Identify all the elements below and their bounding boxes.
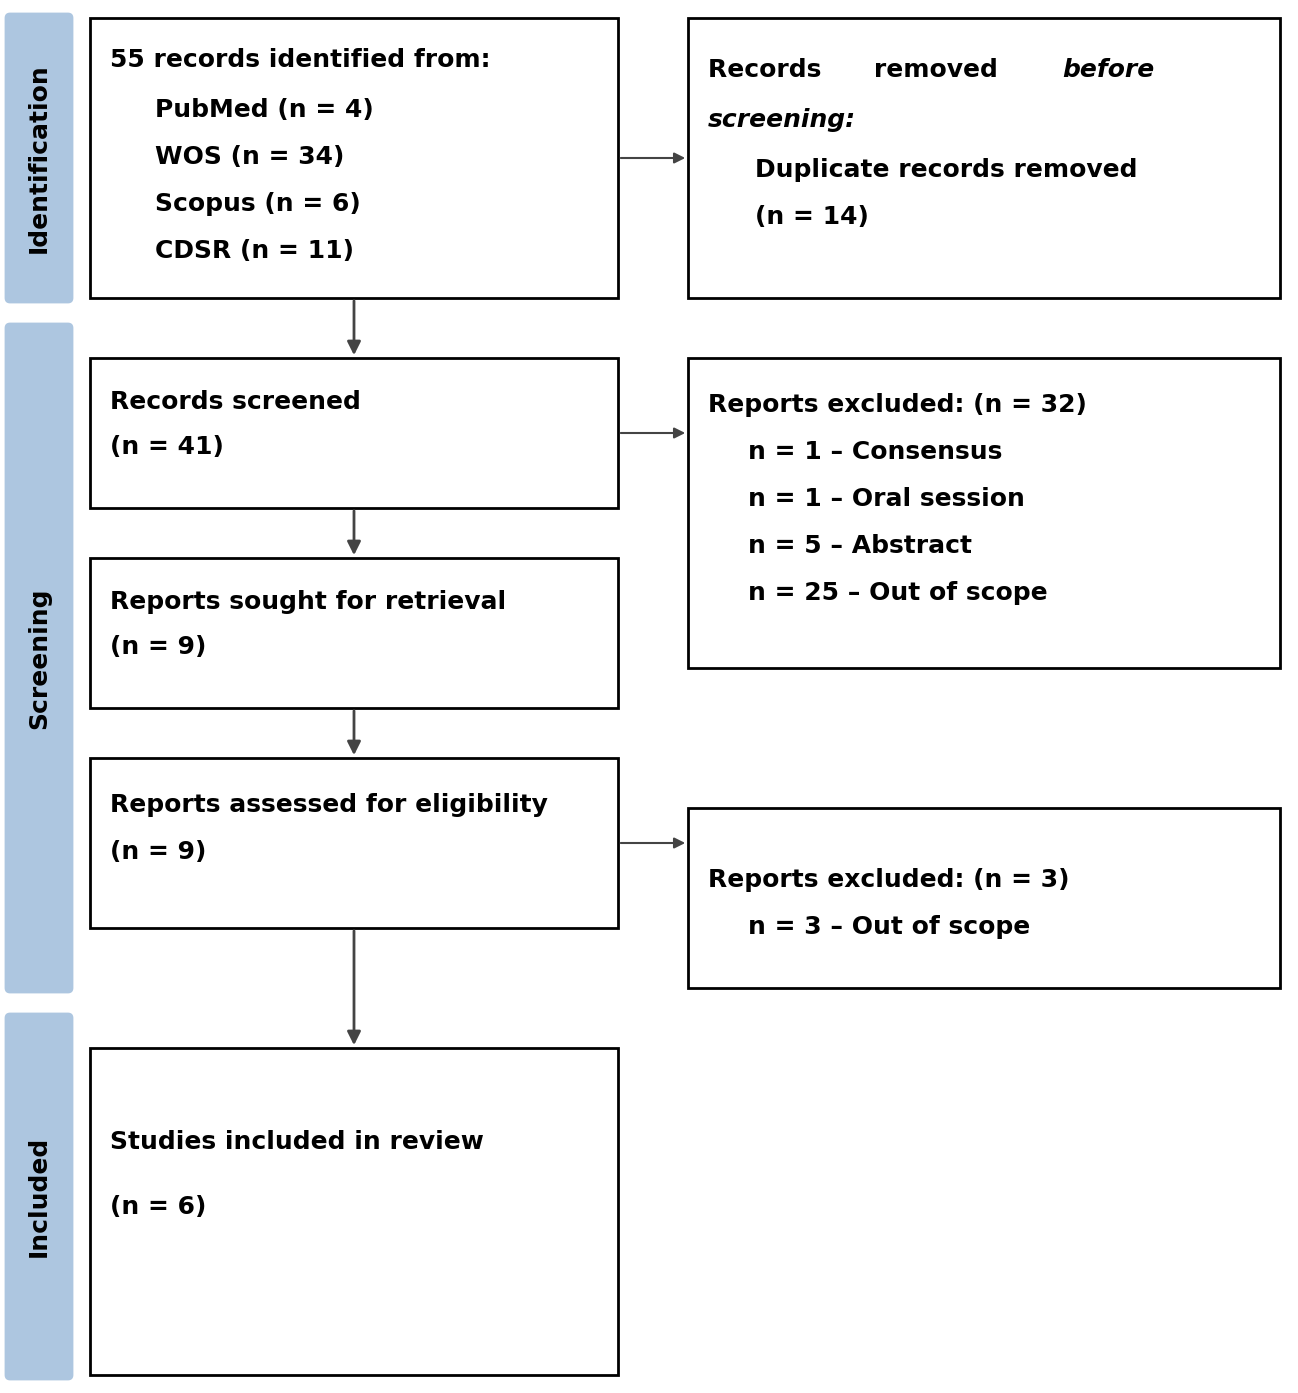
Text: Duplicate records removed: Duplicate records removed — [755, 157, 1137, 182]
FancyBboxPatch shape — [90, 358, 618, 508]
Text: Scopus (n = 6): Scopus (n = 6) — [154, 192, 361, 216]
FancyBboxPatch shape — [6, 325, 71, 992]
FancyBboxPatch shape — [688, 808, 1280, 988]
Text: n = 5 – Abstract: n = 5 – Abstract — [748, 534, 972, 559]
Text: n = 3 – Out of scope: n = 3 – Out of scope — [748, 915, 1031, 939]
Text: Reports assessed for eligibility: Reports assessed for eligibility — [110, 793, 548, 818]
FancyBboxPatch shape — [90, 559, 618, 708]
Text: (n = 14): (n = 14) — [755, 205, 868, 228]
Text: Reports excluded: (n = 32): Reports excluded: (n = 32) — [707, 393, 1086, 417]
Text: (n = 9): (n = 9) — [110, 635, 206, 659]
FancyBboxPatch shape — [6, 14, 71, 302]
Text: Included: Included — [27, 1135, 51, 1256]
Text: Identification: Identification — [27, 63, 51, 254]
FancyBboxPatch shape — [90, 18, 618, 298]
Text: Records screened: Records screened — [110, 390, 361, 414]
Text: n = 25 – Out of scope: n = 25 – Out of scope — [748, 581, 1047, 605]
FancyBboxPatch shape — [688, 358, 1280, 669]
Text: Reports sought for retrieval: Reports sought for retrieval — [110, 591, 506, 614]
Text: n = 1 – Consensus: n = 1 – Consensus — [748, 440, 1002, 464]
Text: Screening: Screening — [27, 588, 51, 729]
FancyBboxPatch shape — [90, 758, 618, 928]
Text: PubMed (n = 4): PubMed (n = 4) — [154, 98, 374, 123]
Text: before: before — [1062, 59, 1154, 82]
Text: WOS (n = 34): WOS (n = 34) — [154, 145, 344, 169]
FancyBboxPatch shape — [6, 1014, 71, 1379]
Text: 55 records identified from:: 55 records identified from: — [110, 47, 491, 72]
Text: (n = 41): (n = 41) — [110, 435, 223, 460]
Text: Reports excluded: (n = 3): Reports excluded: (n = 3) — [707, 868, 1070, 892]
Text: Studies included in review: Studies included in review — [110, 1130, 484, 1153]
Text: (n = 9): (n = 9) — [110, 840, 206, 864]
Text: screening:: screening: — [707, 109, 857, 132]
Text: Records      removed: Records removed — [707, 59, 1050, 82]
Text: n = 1 – Oral session: n = 1 – Oral session — [748, 488, 1025, 511]
Text: (n = 6): (n = 6) — [110, 1195, 206, 1219]
FancyBboxPatch shape — [688, 18, 1280, 298]
Text: CDSR (n = 11): CDSR (n = 11) — [154, 240, 354, 263]
FancyBboxPatch shape — [90, 1048, 618, 1375]
